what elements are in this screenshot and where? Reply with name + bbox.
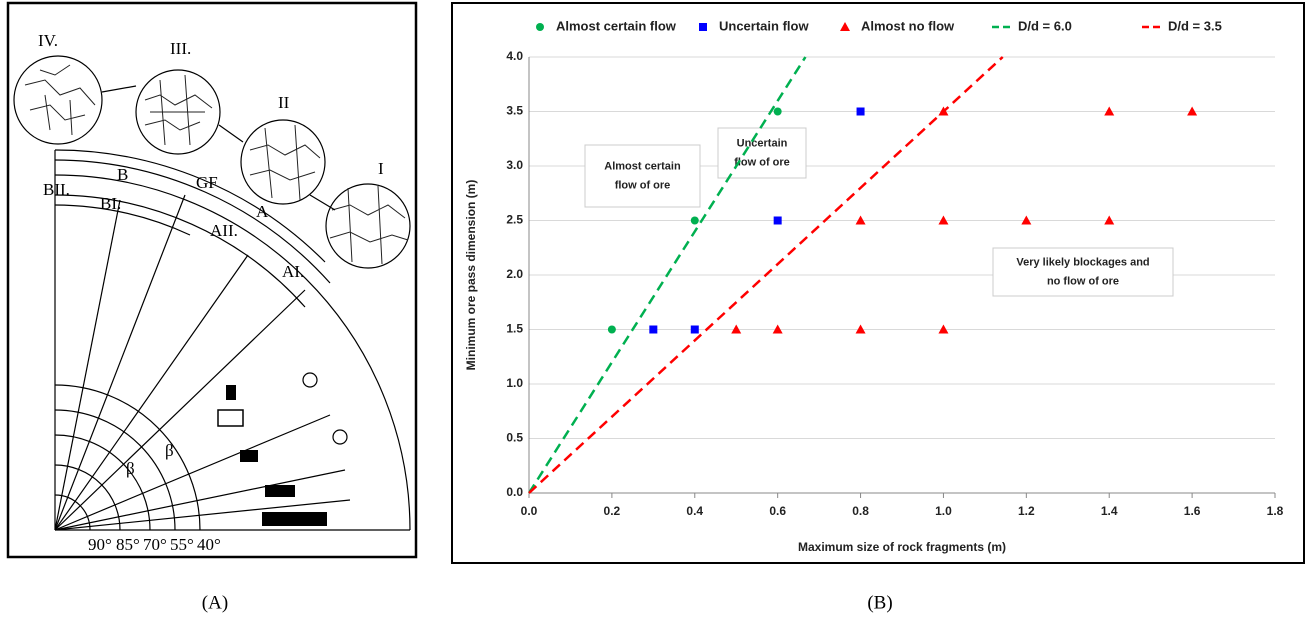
diagram-label: BII. [43,180,70,199]
diagram-labels: IV. III. II I B GF A BII. BI. AII. AI. β… [38,31,384,554]
annotation: Uncertain [737,137,788,149]
legend-label: Uncertain flow [719,18,809,33]
x-tick-label: 0.8 [852,504,869,518]
x-tick-label: 1.4 [1101,504,1118,518]
diagram-label: IV. [38,31,58,50]
diagram-label: 90° [88,535,112,554]
x-tick-label: 0.0 [521,504,538,518]
annotation: no flow of ore [1047,275,1119,287]
legend-swatch [536,23,544,31]
diagram-label: 70° [143,535,167,554]
y-axis-title: Minimum ore pass dimension (m) [464,180,478,371]
x-tick-label: 1.8 [1267,504,1284,518]
diagram-label: BI. [100,194,121,213]
diagram-drawing [13,55,411,531]
point [938,215,949,225]
caption: (A) [202,592,228,613]
point [1187,106,1198,116]
x-tick-label: 1.2 [1018,504,1035,518]
point [1104,215,1115,225]
annotation: Almost certain [604,160,681,172]
legend-label: D/d = 3.5 [1168,18,1222,33]
point [690,325,699,334]
diagram-label: 55° [170,535,194,554]
x-axis-title: Maximum size of rock fragments (m) [798,540,1006,554]
diagram-label: B [117,165,128,184]
y-tick-label: 0.5 [506,431,523,445]
x-tick-label: 1.0 [935,504,952,518]
annotation: flow of ore [615,179,671,191]
point [649,325,658,334]
diagram-label: 85° [116,535,140,554]
annotation-box [992,247,1174,297]
legend-label: D/d = 6.0 [1018,18,1072,33]
y-tick-label: 3.5 [506,104,523,118]
diagram-label: GF [196,173,218,192]
diagram-label: III. [170,39,191,58]
annotation-box [717,127,807,179]
point [773,107,782,116]
line [528,56,1004,494]
annotation: Very likely blockages and [1016,256,1149,268]
y-tick-label: 0.0 [506,485,523,499]
legend-label: Almost certain flow [556,18,677,33]
point [1021,215,1032,225]
point [690,216,699,225]
panel-a-frame [6,1,418,559]
panel-b-frame [451,2,1305,564]
y-tick-label: 1.0 [506,376,523,390]
diagram-label: AII. [210,221,238,240]
annotation-box [584,144,701,208]
diagram-label: β [126,459,135,478]
legend-label: Almost no flow [861,18,955,33]
point [855,215,866,225]
diagram-label: 40° [197,535,221,554]
annotation: flow of ore [734,156,790,168]
x-tick-label: 1.6 [1184,504,1201,518]
point [1104,106,1115,116]
legend-swatch [840,22,850,31]
x-tick-label: 0.6 [769,504,786,518]
x-tick-label: 0.4 [686,504,703,518]
x-tick-label: 0.2 [604,504,621,518]
y-tick-label: 1.5 [506,322,523,336]
legend-swatch [699,23,707,31]
point [856,107,865,116]
line [527,56,807,494]
y-tick-label: 4.0 [506,49,523,63]
y-tick-label: 2.0 [506,267,523,281]
point [731,324,742,334]
y-tick-label: 2.5 [506,213,523,227]
diagram-label: A [256,202,269,221]
diagram-label: II [278,93,290,112]
diagram-label: AI. [282,262,304,281]
point [855,324,866,334]
point [773,216,782,225]
point [772,324,783,334]
diagram-label: I [378,159,384,178]
point [938,324,949,334]
y-tick-label: 3.0 [506,158,523,172]
caption: (B) [867,592,892,613]
diagram-label: β [165,441,174,460]
point [607,325,616,334]
